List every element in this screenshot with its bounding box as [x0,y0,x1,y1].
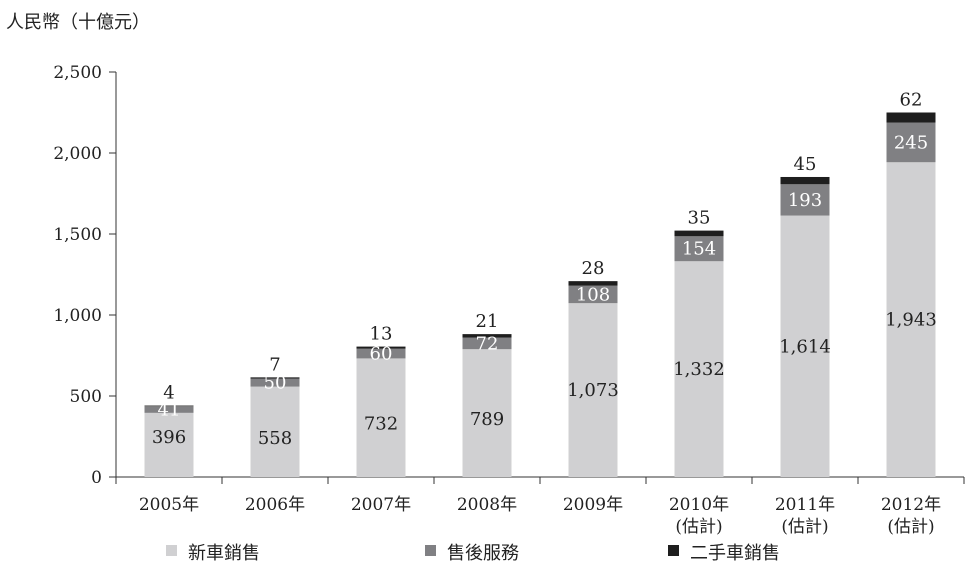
x-tick-label: 2005年 [139,495,199,515]
legend-label: 新車銷售 [188,543,260,564]
data-label: 789 [470,409,504,430]
data-label: 1,073 [567,380,619,401]
bar-segment [356,346,406,349]
data-label: 13 [370,324,393,345]
x-tick-label: 2010年(估計) [669,495,729,537]
bars [144,112,936,478]
bar-segment [568,285,618,304]
bar-segment [674,230,724,237]
bar-segment [568,281,618,286]
bar-segment [144,405,194,407]
y-tick-label: 0 [91,468,102,488]
data-label: 193 [788,190,822,211]
bar-segment [462,337,512,350]
x-tick-label: 2007年 [351,495,411,515]
data-label: 154 [682,239,716,260]
legend-label: 售後服務 [447,543,519,564]
bar-segment [144,412,194,477]
bar-segment [886,112,936,123]
data-label: 245 [894,132,928,153]
x-tick-label: 2012年(估計) [881,495,941,537]
axes: 0 500 1,000 1,500 2,000 2,500 2005年 2006年 2007年 2… [53,63,965,537]
y-tick-label: 2,500 [53,63,102,83]
data-label: 1,614 [779,336,831,357]
data-label: 41 [158,400,181,421]
x-tick-label: 2008年 [457,495,517,515]
data-label: 45 [794,154,817,175]
data-label: 396 [152,427,186,448]
data-label: 50 [264,373,287,394]
y-tick-label: 1,000 [53,306,102,326]
bar-segment [462,334,512,338]
bar-segment [780,176,830,185]
data-label: 558 [258,428,292,449]
bar-segment [250,386,300,477]
data-label: 35 [688,208,711,229]
data-label: 108 [576,284,610,305]
bar-segment [568,303,618,477]
legend-swatch [166,545,177,556]
data-label: 60 [370,344,393,365]
bar-segment [780,184,830,216]
data-label: 7 [269,354,280,375]
bar-segment [356,348,406,359]
data-label: 21 [476,311,499,332]
data-label: 1,332 [673,359,725,380]
bar-segment [674,236,724,262]
data-label: 4 [163,383,174,404]
y-axis-title: 人民幣（十億元） [6,12,150,33]
x-tick-label: 2006年 [245,495,305,515]
data-label: 732 [364,414,398,435]
legend: 新車銷售 售後服務 二手車銷售 [166,543,780,564]
data-label: 72 [476,333,499,354]
data-label: 1,943 [885,310,937,331]
y-tick-label: 1,500 [53,225,102,245]
bar-segment [144,406,194,413]
bar-segment [462,349,512,477]
data-label: 28 [582,258,605,279]
bar-segment [250,378,300,387]
bar-segment [250,377,300,379]
y-tick-label: 500 [70,387,102,407]
legend-label: 二手車銷售 [690,543,780,564]
x-tick-label: 2011年(估計) [775,495,835,537]
data-label: 62 [900,90,923,111]
y-tick-label: 2,000 [53,144,102,164]
x-tick-label: 2009年 [563,495,623,515]
bar-segment [356,358,406,477]
legend-swatch [668,545,679,556]
bar-segment [674,261,724,477]
bar-segment [780,215,830,478]
bar-segment [886,122,936,163]
bar-segment [886,162,936,477]
legend-swatch [425,545,436,556]
